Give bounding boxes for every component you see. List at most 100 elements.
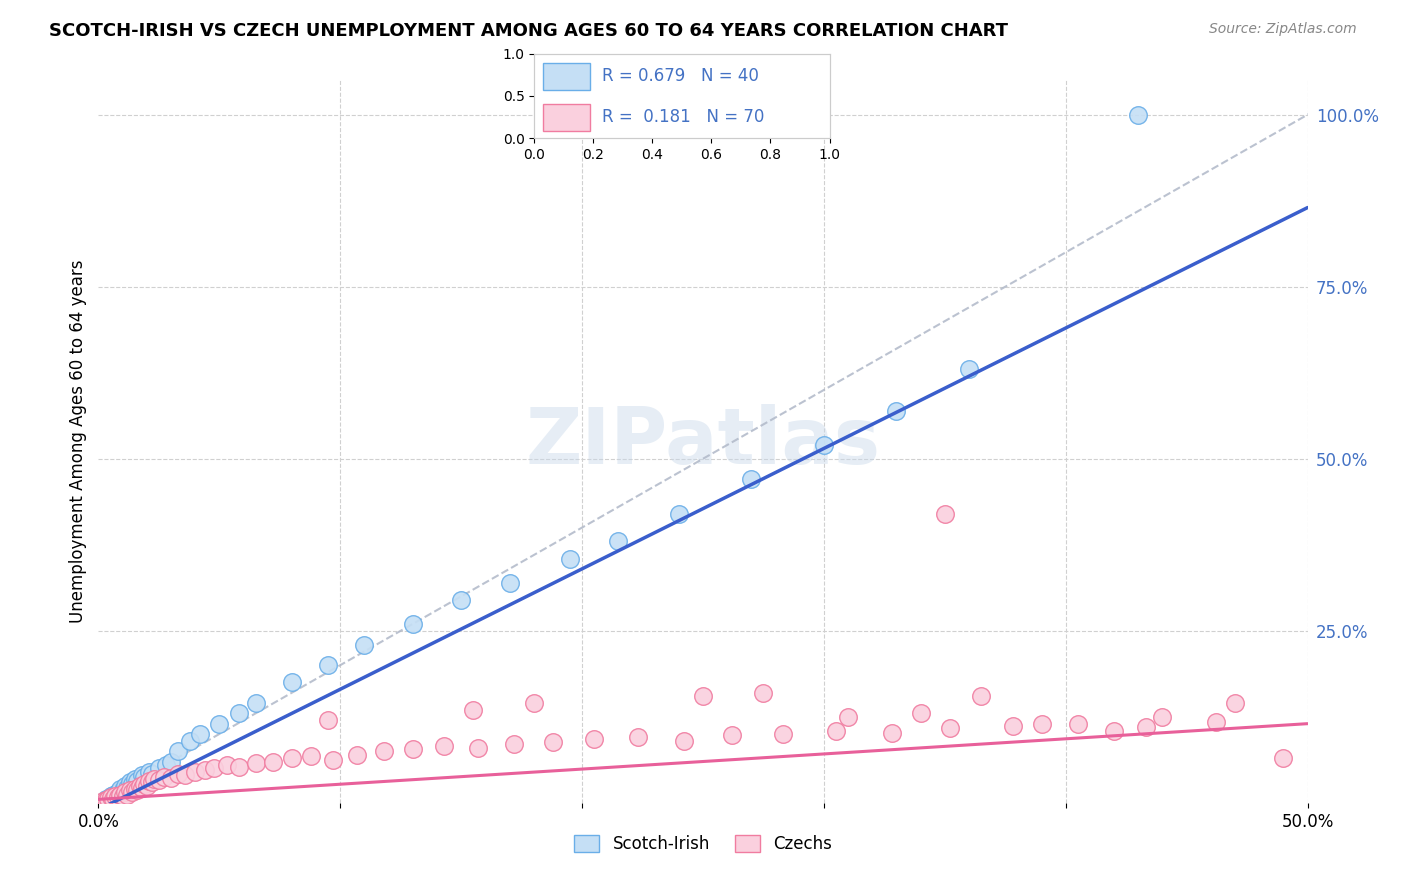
Point <box>100 789 122 803</box>
Point <box>118 783 141 797</box>
Point <box>316 658 339 673</box>
Point <box>134 776 156 790</box>
Point <box>124 772 146 786</box>
Point <box>938 722 960 736</box>
Point <box>281 751 304 765</box>
Point <box>127 773 149 788</box>
Point <box>138 764 160 779</box>
Point <box>121 785 143 799</box>
Point <box>148 773 170 788</box>
Point <box>118 775 141 789</box>
Point <box>433 739 456 754</box>
Text: R =  0.181   N = 70: R = 0.181 N = 70 <box>602 108 765 126</box>
Point <box>1067 716 1090 731</box>
Point <box>160 771 183 785</box>
Point <box>131 768 153 782</box>
Text: R = 0.679   N = 40: R = 0.679 N = 40 <box>602 68 759 86</box>
Point <box>184 764 207 779</box>
Point <box>104 790 127 805</box>
Point <box>281 675 304 690</box>
Point <box>523 696 546 710</box>
Point <box>672 734 695 748</box>
Point <box>957 362 980 376</box>
Point <box>179 734 201 748</box>
Legend: Scotch-Irish, Czechs: Scotch-Irish, Czechs <box>568 828 838 860</box>
Point <box>128 779 150 793</box>
Point <box>752 686 775 700</box>
Point <box>121 776 143 790</box>
Point <box>886 403 908 417</box>
Point <box>316 713 339 727</box>
Point <box>1031 716 1053 731</box>
Point <box>117 780 139 795</box>
FancyBboxPatch shape <box>543 62 591 90</box>
Point <box>825 723 848 738</box>
Point <box>228 706 250 721</box>
Point <box>111 783 134 797</box>
Point <box>100 790 122 805</box>
Point <box>188 727 211 741</box>
Point <box>138 773 160 788</box>
Point <box>104 789 127 803</box>
Text: ZIPatlas: ZIPatlas <box>526 403 880 480</box>
Point <box>813 438 835 452</box>
Point <box>117 788 139 802</box>
Point <box>124 782 146 797</box>
Point <box>740 472 762 486</box>
Point <box>1152 710 1174 724</box>
Point <box>346 747 368 762</box>
Point <box>692 689 714 703</box>
Text: Source: ZipAtlas.com: Source: ZipAtlas.com <box>1209 22 1357 37</box>
Point <box>148 761 170 775</box>
Point <box>558 551 581 566</box>
Point <box>583 732 606 747</box>
Point <box>204 761 226 775</box>
Point <box>541 735 564 749</box>
Point <box>167 744 190 758</box>
Point <box>772 727 794 741</box>
Point <box>450 592 472 607</box>
Point <box>1102 723 1125 738</box>
Point <box>208 716 231 731</box>
Point <box>353 638 375 652</box>
Point <box>1128 108 1150 122</box>
Point <box>101 788 124 802</box>
Text: SCOTCH-IRISH VS CZECH UNEMPLOYMENT AMONG AGES 60 TO 64 YEARS CORRELATION CHART: SCOTCH-IRISH VS CZECH UNEMPLOYMENT AMONG… <box>49 22 1008 40</box>
Point <box>503 737 526 751</box>
Point <box>135 779 157 793</box>
Point <box>402 742 425 756</box>
Point <box>215 758 238 772</box>
Point <box>108 782 131 797</box>
Point <box>970 689 993 703</box>
Point <box>373 744 395 758</box>
Point <box>262 755 284 769</box>
Point <box>467 740 489 755</box>
Point <box>498 575 520 590</box>
Point <box>1001 719 1024 733</box>
Point <box>134 770 156 784</box>
Point <box>111 789 134 803</box>
Point <box>94 792 117 806</box>
Point <box>101 792 124 806</box>
Point <box>143 772 166 786</box>
Point <box>107 785 129 799</box>
Point <box>228 760 250 774</box>
Point <box>1135 720 1157 734</box>
Point <box>141 767 163 781</box>
Point <box>114 785 136 799</box>
Point <box>152 770 174 784</box>
Point <box>402 616 425 631</box>
Point <box>167 767 190 781</box>
Point <box>627 731 650 745</box>
FancyBboxPatch shape <box>543 103 591 130</box>
Point <box>299 749 322 764</box>
Point <box>194 763 217 777</box>
Point <box>127 783 149 797</box>
Point <box>837 710 859 724</box>
Point <box>174 768 197 782</box>
Point <box>141 775 163 789</box>
Point <box>910 706 932 721</box>
Point <box>94 793 117 807</box>
Point <box>91 794 114 808</box>
Point <box>721 728 744 742</box>
